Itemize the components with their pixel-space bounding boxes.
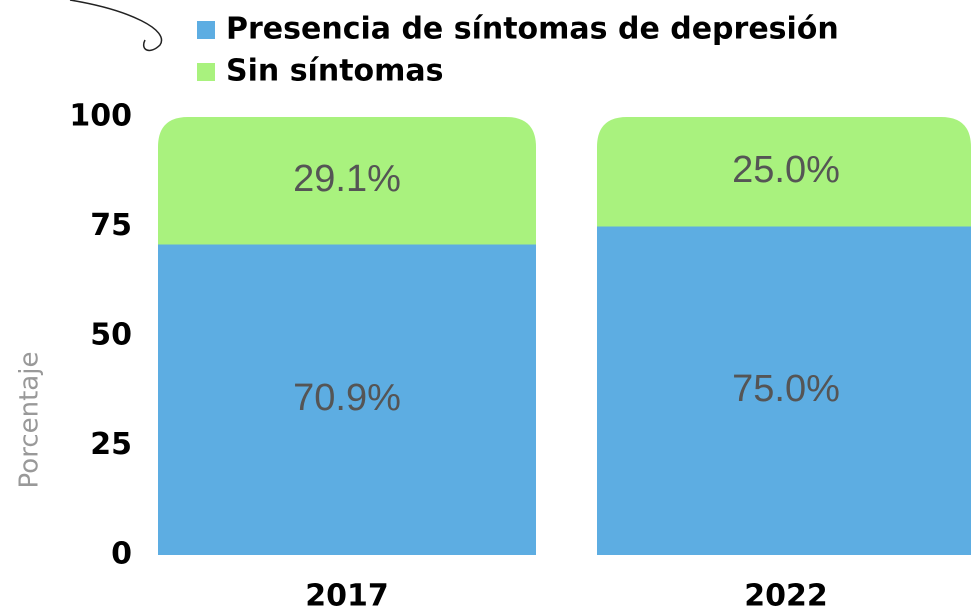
legend-label: Presencia de síntomas de depresión [226, 12, 839, 47]
y-tick-label: 50 [90, 318, 132, 353]
y-tick-label: 75 [90, 208, 132, 243]
data-label: 29.1% [293, 158, 401, 200]
y-tick-label: 0 [111, 537, 132, 572]
y-tick-label: 25 [90, 427, 132, 462]
y-axis-label: Porcentaje [15, 352, 45, 489]
legend-swatch [197, 63, 215, 81]
x-tick-label: 2022 [744, 579, 828, 613]
data-label: 70.9% [293, 377, 401, 419]
legend-label: Sin síntomas [226, 54, 444, 89]
x-tick-label: 2017 [305, 579, 389, 613]
y-tick-label: 100 [69, 99, 132, 134]
data-label: 25.0% [732, 149, 840, 191]
legend-swatch [197, 21, 215, 39]
chart: Porcentaje 0 25 50 75 100 Presencia de síntom… [0, 0, 971, 613]
data-label: 75.0% [732, 368, 840, 410]
decoration [70, 0, 162, 50]
